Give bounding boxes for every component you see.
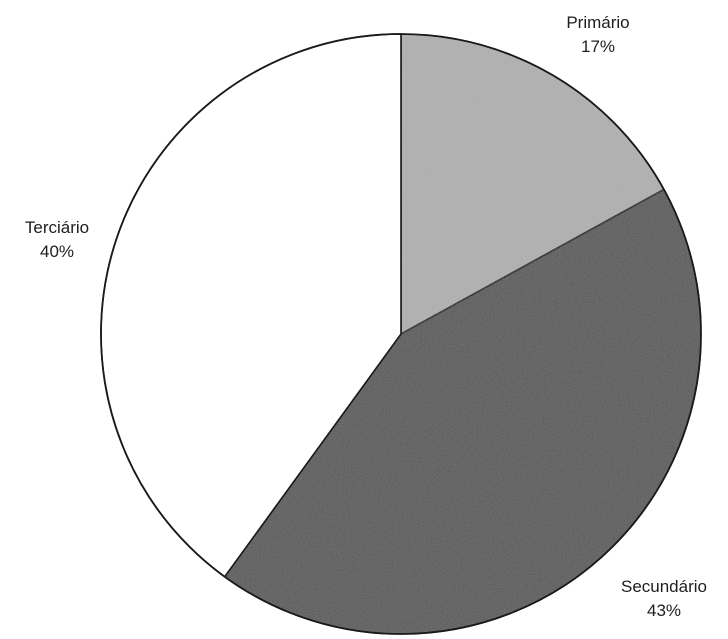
pie-label-primario: Primário (566, 13, 629, 32)
pie-labels: Primário 17% Secundário 43% Terciário 40% (25, 13, 707, 620)
pie-outline (100, 33, 702, 635)
pie-value-label-secundario: 43% (647, 601, 681, 620)
pie-value-label-terciario: 40% (40, 242, 74, 261)
pie-slices (100, 33, 702, 635)
pie-label-secundario: Secundário (621, 577, 707, 596)
pie-value-label-primario: 17% (581, 37, 615, 56)
pie-label-terciario: Terciário (25, 218, 89, 237)
